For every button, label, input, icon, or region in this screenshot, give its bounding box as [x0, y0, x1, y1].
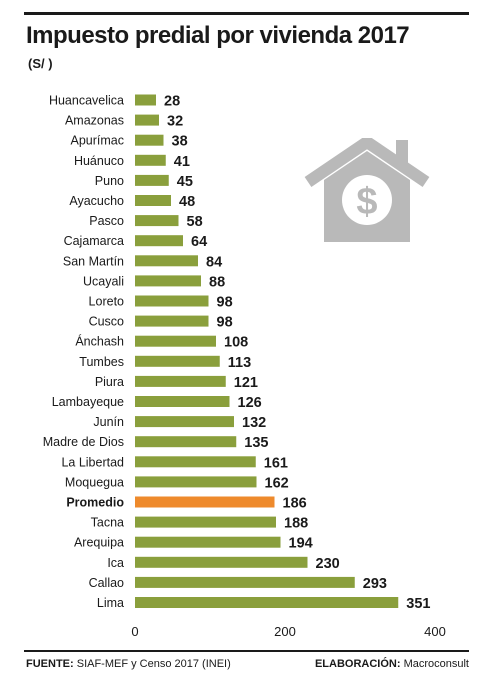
chart-title: Impuesto predial por vivienda 2017	[26, 22, 410, 49]
bar	[135, 255, 198, 267]
value-label: 161	[264, 455, 288, 471]
house-dollar-icon: $	[304, 138, 430, 242]
bar	[135, 94, 156, 106]
bar	[135, 536, 281, 548]
chart-subtitle: (S/ )	[28, 56, 53, 71]
value-label: 194	[289, 536, 313, 552]
x-tick-label: 200	[274, 624, 296, 639]
category-label: Cajamarca	[64, 234, 124, 248]
value-label: 188	[284, 516, 308, 532]
category-label: Loreto	[89, 295, 124, 309]
source-label: FUENTE:	[26, 658, 74, 670]
bar	[135, 597, 399, 608]
bar	[135, 174, 169, 186]
bar	[135, 416, 234, 428]
bar	[135, 215, 179, 227]
value-label: 98	[217, 295, 233, 311]
bar	[135, 335, 216, 347]
x-tick-label: 400	[424, 624, 446, 639]
value-label: 132	[242, 415, 266, 431]
source-note: FUENTE: SIAF-MEF y Censo 2017 (INEI)	[26, 658, 231, 670]
category-label: Tacna	[91, 516, 124, 530]
svg-text:$: $	[356, 181, 377, 223]
value-label: 58	[187, 214, 203, 230]
bar	[135, 436, 237, 448]
value-label: 113	[228, 355, 251, 371]
bar	[135, 375, 226, 387]
source-text: SIAF-MEF y Censo 2017 (INEI)	[76, 658, 231, 670]
value-label: 126	[238, 395, 262, 411]
bar	[135, 315, 209, 327]
category-label: Cusco	[89, 315, 124, 329]
top-rule	[24, 12, 469, 15]
value-label: 186	[283, 496, 307, 512]
bar	[135, 355, 220, 367]
category-label: Piura	[95, 375, 124, 389]
category-label: Callao	[89, 576, 124, 590]
category-label: Huancavelica	[49, 94, 124, 108]
category-label: Ica	[107, 556, 124, 570]
value-label: 88	[209, 274, 225, 290]
category-label: Moquegua	[65, 475, 124, 489]
bar	[135, 476, 257, 488]
category-label: San Martín	[63, 254, 124, 268]
footer-rule	[24, 650, 469, 652]
category-label: Ucayali	[83, 274, 124, 288]
bar	[135, 154, 166, 166]
credit-label: ELABORACIÓN:	[314, 658, 401, 670]
category-label: Ayacucho	[69, 194, 124, 208]
value-label: 28	[164, 94, 180, 110]
category-label: Promedio	[66, 496, 124, 510]
value-label: 45	[177, 174, 193, 190]
bar	[135, 556, 308, 568]
bar	[135, 516, 276, 528]
value-label: 64	[191, 234, 207, 250]
value-label: 84	[206, 254, 222, 270]
value-label: 121	[234, 375, 258, 391]
bar	[135, 114, 159, 126]
bar	[135, 235, 183, 247]
category-label: Amazonas	[65, 114, 124, 128]
bar	[135, 134, 164, 146]
bar	[135, 275, 201, 287]
category-label: Pasco	[89, 214, 124, 228]
category-label: Lima	[97, 596, 124, 610]
category-label: Arequipa	[74, 536, 124, 550]
bar	[135, 195, 171, 206]
value-label: 48	[179, 194, 195, 210]
category-label: Junín	[93, 415, 124, 429]
value-label: 162	[265, 475, 289, 491]
value-label: 41	[174, 154, 190, 170]
credit-note: ELABORACIÓN: Macroconsult	[315, 658, 469, 670]
value-label: 32	[167, 114, 183, 130]
category-label: Huánuco	[74, 154, 124, 168]
category-label: La Libertad	[61, 455, 124, 469]
value-label: 108	[224, 335, 248, 351]
value-label: 38	[172, 134, 188, 150]
x-tick-label: 0	[131, 624, 138, 639]
bar	[135, 295, 209, 307]
value-label: 135	[244, 435, 268, 451]
category-label: Ánchash	[75, 334, 124, 349]
value-label: 98	[217, 315, 233, 331]
category-label: Madre de Dios	[43, 435, 124, 449]
value-label: 351	[406, 596, 430, 612]
value-label: 293	[363, 576, 387, 592]
bar	[135, 396, 230, 407]
credit-text: Macroconsult	[403, 658, 469, 670]
bar	[135, 576, 355, 588]
category-label: Tumbes	[79, 355, 124, 369]
category-label: Lambayeque	[52, 395, 124, 409]
value-label: 230	[316, 556, 340, 572]
category-label: Apurímac	[71, 134, 125, 148]
bar-average	[135, 496, 275, 508]
category-label: Puno	[95, 174, 124, 188]
bar	[135, 456, 256, 468]
